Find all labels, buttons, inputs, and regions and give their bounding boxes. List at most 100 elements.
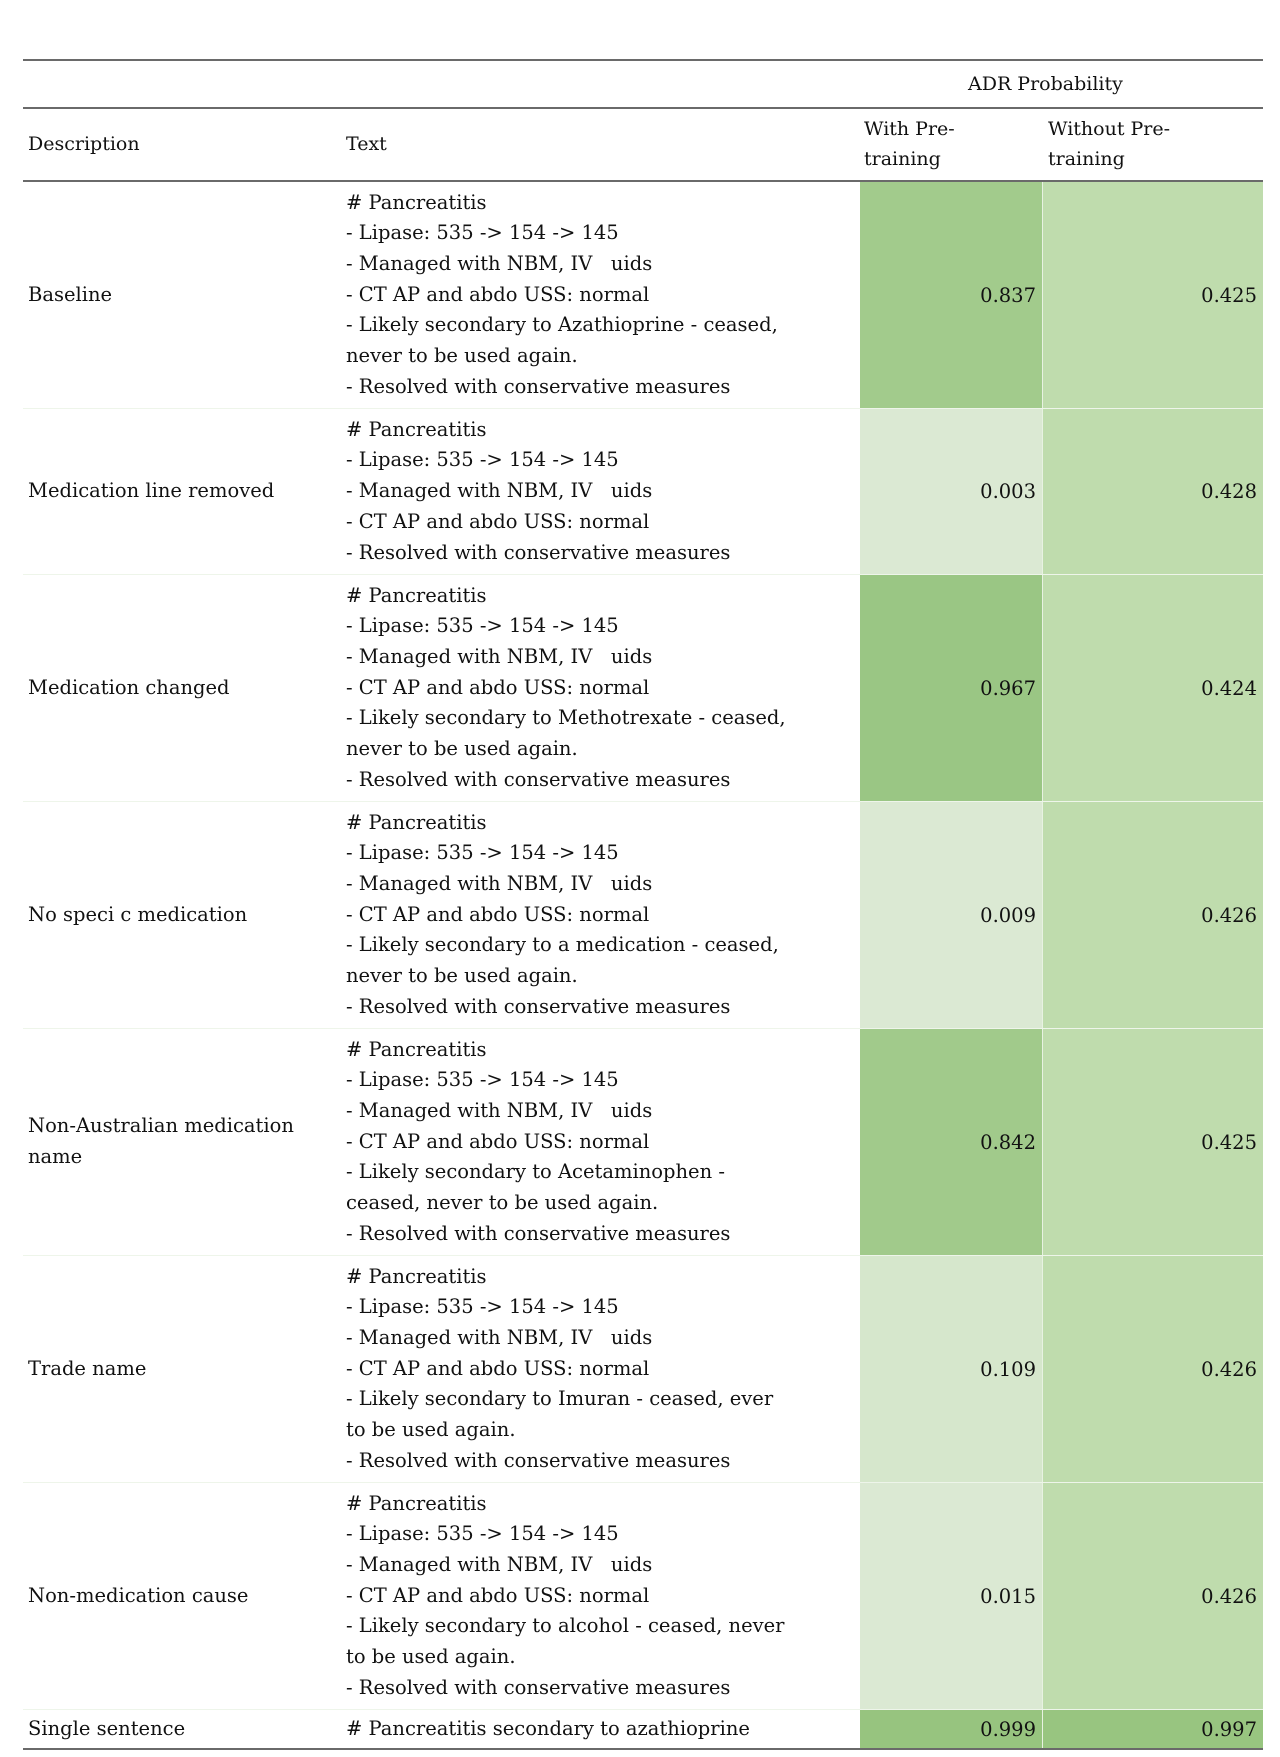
text-line: - Managed with NBM, IV uids <box>346 1552 653 1576</box>
text-line: # Pancreatitis <box>346 1037 487 1061</box>
row-description: Non-medication cause <box>28 1583 249 1607</box>
group-header-row: ADR Probability <box>23 61 1263 107</box>
text-line: never to be used again. <box>346 344 578 368</box>
with-pretraining-value: 0.015 <box>860 1483 1043 1709</box>
text-line: to be used again. <box>346 1645 516 1669</box>
with-pretraining-value: 0.999 <box>860 1710 1043 1748</box>
with-pretraining-value: 0.109 <box>860 1256 1043 1482</box>
row-description: Medication changed <box>28 675 230 699</box>
without-pretraining-value: 0.425 <box>1043 182 1263 408</box>
row-text: # Pancreatitis - Lipase: 535 -> 154 -> 14… <box>343 1483 860 1709</box>
text-line: - Likely secondary to a medication - cea… <box>346 933 779 957</box>
text-line: - Likely secondary to Azathioprine - cea… <box>346 313 778 337</box>
text-line: - Managed with NBM, IV uids <box>346 644 653 668</box>
text-line: - CT AP and abdo USS: normal <box>346 1356 650 1380</box>
header-without-pretraining: Without Pre-training <box>1048 114 1170 174</box>
table-row: Non-medication cause # Pancreatitis - Lipa… <box>23 1482 1263 1709</box>
text-line: - Managed with NBM, IV uids <box>346 251 653 275</box>
text-line: # Pancreatitis secondary to azathioprine <box>346 1716 750 1740</box>
text-line: - CT AP and abdo USS: normal <box>346 902 650 926</box>
table-row: Medication changed # Pancreatitis - Lipase… <box>23 574 1263 801</box>
with-pretraining-value: 0.003 <box>860 409 1043 574</box>
header-without-line1: Without Pre- <box>1048 118 1171 140</box>
text-line: # Pancreatitis <box>346 583 487 607</box>
header-text: Text <box>346 133 387 155</box>
text-line: # Pancreatitis <box>346 1491 487 1515</box>
row-description: Trade name <box>28 1356 147 1380</box>
text-line: - Resolved with conservative measures <box>346 374 731 398</box>
text-line: - Resolved with conservative measures <box>346 994 731 1018</box>
without-pretraining-value: 0.426 <box>1043 1256 1263 1482</box>
header-with-line1: With Pre- <box>864 118 955 140</box>
table-row: Baseline # Pancreatitis - Lipase: 535 -> 1… <box>23 182 1263 408</box>
header-without-line2: training <box>1048 148 1125 170</box>
text-line: - Managed with NBM, IV uids <box>346 1098 653 1122</box>
text-line: - Resolved with conservative measures <box>346 540 731 564</box>
text-line: - Lipase: 535 -> 154 -> 145 <box>346 1522 619 1546</box>
text-line: - Resolved with conservative measures <box>346 1448 731 1472</box>
text-line: - CT AP and abdo USS: normal <box>346 1129 650 1153</box>
text-line: - CT AP and abdo USS: normal <box>346 1583 650 1607</box>
with-pretraining-value: 0.842 <box>860 1029 1043 1255</box>
row-text: # Pancreatitis - Lipase: 535 -> 154 -> 14… <box>343 1256 860 1482</box>
text-line: - Lipase: 535 -> 154 -> 145 <box>346 448 619 472</box>
with-pretraining-value: 0.967 <box>860 575 1043 801</box>
text-line: # Pancreatitis <box>346 1264 487 1288</box>
without-pretraining-value: 0.997 <box>1043 1710 1263 1748</box>
text-line: # Pancreatitis <box>346 417 487 441</box>
table-row: Non-Australian medication name # Pancreat… <box>23 1028 1263 1255</box>
text-line: - Managed with NBM, IV uids <box>346 871 653 895</box>
without-pretraining-value: 0.428 <box>1043 409 1263 574</box>
text-line: # Pancreatitis <box>346 190 487 214</box>
text-line: - Likely secondary to Methotrexate - cea… <box>346 706 786 730</box>
header-with-pretraining: With Pre-training <box>864 114 955 174</box>
text-line: - Likely secondary to Acetaminophen - <box>346 1160 725 1184</box>
header-with-line2: training <box>864 148 941 170</box>
text-line: - Managed with NBM, IV uids <box>346 479 653 503</box>
row-text: # Pancreatitis - Lipase: 535 -> 154 -> 14… <box>343 409 860 574</box>
with-pretraining-value: 0.837 <box>860 182 1043 408</box>
text-line: - Lipase: 535 -> 154 -> 145 <box>346 1068 619 1092</box>
bottom-rule <box>23 1748 1263 1750</box>
row-text: # Pancreatitis - Lipase: 535 -> 154 -> 14… <box>343 182 860 408</box>
without-pretraining-value: 0.426 <box>1043 1483 1263 1709</box>
row-text: # Pancreatitis - Lipase: 535 -> 154 -> 14… <box>343 575 860 801</box>
mid-rule <box>23 107 1263 109</box>
without-pretraining-value: 0.424 <box>1043 575 1263 801</box>
text-line: - CT AP and abdo USS: normal <box>346 675 650 699</box>
header-row: Description Text With Pre-training Witho… <box>23 109 1263 180</box>
row-text: # Pancreatitis - Lipase: 535 -> 154 -> 14… <box>343 1029 860 1255</box>
text-line: - Resolved with conservative measures <box>346 1675 731 1699</box>
text-line: - Likely secondary to alcohol - ceased, … <box>346 1614 785 1638</box>
text-line: never to be used again. <box>346 964 578 988</box>
row-description: Single sentence <box>28 1716 186 1740</box>
with-pretraining-value: 0.009 <box>860 802 1043 1028</box>
table-row: Medication line removed # Pancreatitis - L… <box>23 408 1263 574</box>
text-line: - Resolved with conservative measures <box>346 767 731 791</box>
row-description: Non-Australian medication name <box>28 1114 294 1168</box>
table-body: Baseline # Pancreatitis - Lipase: 535 -> 1… <box>23 182 1263 1748</box>
table-row: Single sentence # Pancreatitis secondary … <box>23 1709 1263 1748</box>
top-rule <box>23 59 1263 61</box>
header-description: Description <box>28 133 140 155</box>
text-line: - CT AP and abdo USS: normal <box>346 509 650 533</box>
text-line: - Lipase: 535 -> 154 -> 145 <box>346 614 619 638</box>
row-description: No speci c medication <box>28 902 248 926</box>
table-row: Trade name # Pancreatitis - Lipase: 535 ->… <box>23 1255 1263 1482</box>
row-description: Baseline <box>28 282 113 306</box>
text-line: - Likely secondary to Imuran - ceased, e… <box>346 1387 774 1411</box>
text-line: - Lipase: 535 -> 154 -> 145 <box>346 1295 619 1319</box>
header-rule <box>23 180 1263 182</box>
text-line: - CT AP and abdo USS: normal <box>346 282 650 306</box>
text-line: # Pancreatitis <box>346 810 487 834</box>
table-row: No speci c medication # Pancreatitis - Lip… <box>23 801 1263 1028</box>
text-line: to be used again. <box>346 1418 516 1442</box>
text-line: never to be used again. <box>346 737 578 761</box>
adr-probability-table: ADR Probability Description Text With Pr… <box>23 59 1263 1750</box>
text-line: ceased, never to be used again. <box>346 1191 659 1215</box>
group-header-adr-probability: ADR Probability <box>968 73 1123 95</box>
row-text: # Pancreatitis - Lipase: 535 -> 154 -> 14… <box>343 802 860 1028</box>
text-line: - Lipase: 535 -> 154 -> 145 <box>346 221 619 245</box>
row-description: Medication line removed <box>28 479 275 503</box>
without-pretraining-value: 0.426 <box>1043 802 1263 1028</box>
